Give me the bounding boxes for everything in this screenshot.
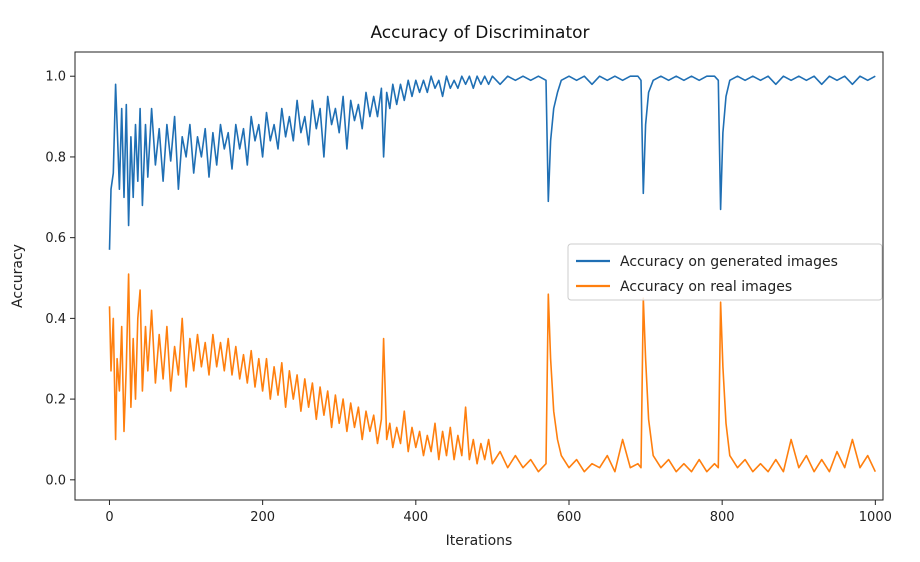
- legend-label-real: Accuracy on real images: [620, 279, 792, 295]
- y-axis-label: Accuracy: [10, 244, 26, 308]
- x-tick-label: 400: [403, 510, 428, 525]
- y-tick-label: 0.4: [45, 312, 66, 327]
- x-tick-label: 0: [105, 510, 113, 525]
- y-tick-label: 0.6: [45, 231, 66, 246]
- y-axis-ticks: 0.0 0.2 0.4 0.6 0.8 1.0: [45, 70, 75, 488]
- y-tick-label: 1.0: [45, 70, 66, 85]
- plot-frame: [74, 51, 884, 501]
- y-tick-label: 0.0: [45, 473, 66, 488]
- legend-label-generated: Accuracy on generated images: [620, 254, 838, 270]
- x-axis-label: Iterations: [446, 533, 513, 549]
- series-line-0: [108, 75, 876, 250]
- x-axis-ticks: 0 200 400 600 800 1000: [105, 500, 892, 525]
- legend-box: [567, 243, 883, 301]
- plot-area: 0 200 400 600 800 1000 0.0 0.2 0.4 0.6 0.8 1.0: [45, 51, 892, 525]
- x-tick-label: 600: [557, 510, 582, 525]
- x-tick-label: 800: [710, 510, 735, 525]
- chart-title: Accuracy of Discriminator: [370, 23, 589, 43]
- x-tick-label: 1000: [859, 510, 892, 525]
- y-tick-label: 0.8: [45, 150, 66, 165]
- series-layer: [108, 75, 877, 473]
- series-line-1: [108, 273, 877, 473]
- x-tick-label: 200: [250, 510, 275, 525]
- legend: Accuracy on generated images Accuracy on…: [567, 243, 883, 301]
- y-tick-label: 0.2: [45, 393, 66, 408]
